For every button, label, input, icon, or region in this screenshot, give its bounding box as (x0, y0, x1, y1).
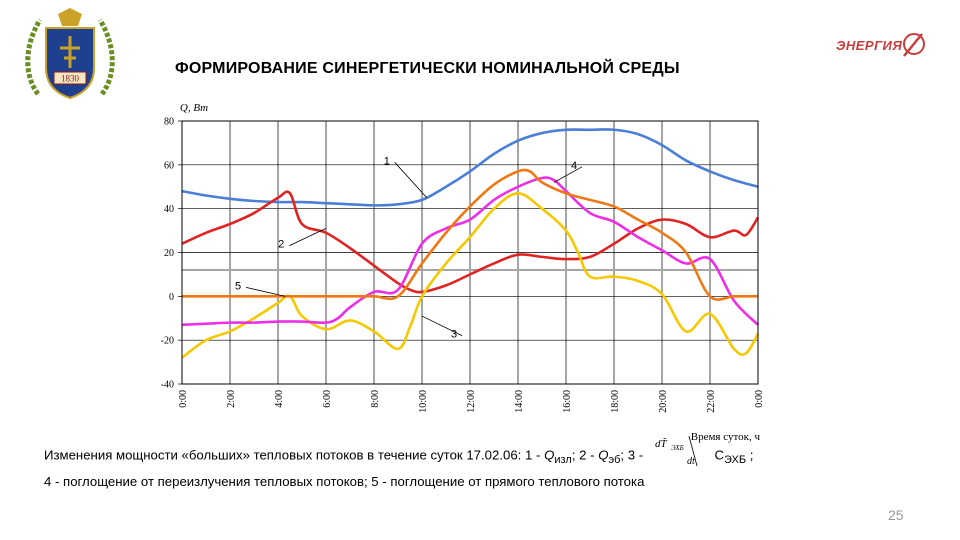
derivative-formula: dT̃ ЭХБ dt (655, 435, 698, 467)
plot-frame (181, 120, 759, 385)
y-tick-label: 40 (164, 204, 174, 215)
y-axis-title: Q, Вт (180, 102, 208, 114)
slide-title: ФОРМИРОВАНИЕ СИНЕРГЕТИЧЕСКИ НОМИНАЛЬНОЙ … (175, 60, 680, 77)
series-line-5 (182, 168, 758, 301)
x-tick-label: 16:00 (562, 390, 573, 413)
caption-q-2: Q (598, 447, 609, 463)
university-crest-logo: 1830 (25, 8, 115, 100)
y-tick-label: 20 (164, 248, 174, 259)
x-tick-label: 6:00 (322, 390, 333, 408)
x-tick-label: 0:00 (754, 390, 765, 408)
annotation-leader-3 (421, 315, 463, 336)
y-tick-label: -20 (161, 336, 174, 347)
caption-sep-2: ; 3 - (620, 447, 644, 463)
x-tick-label: 0:00 (178, 390, 189, 408)
annotation-label-4: 4 (571, 160, 577, 172)
annotation-label-5: 5 (235, 280, 241, 292)
laurel-wreath-icon (25, 18, 115, 96)
annotation-label-2: 2 (278, 239, 284, 251)
x-tick-label: 10:00 (418, 390, 429, 413)
x-tick-label: 8:00 (370, 390, 381, 408)
caption-line1-prefix: Изменения мощности «больших» тепловых по… (44, 447, 545, 463)
caption-sub-izl: изл (554, 454, 572, 467)
chart-annotations: 1 2 3 4 5 (235, 155, 583, 341)
x-axis-title: Время суток, ч (691, 431, 761, 443)
annotation-leader-4 (553, 166, 583, 183)
caption-line-2: 4 - поглощение от переизлучения тепловых… (44, 474, 645, 490)
x-tick-label: 20:00 (658, 390, 669, 413)
caption-c-sub: ЭХБ (723, 454, 747, 467)
annotation-leader-5 (245, 286, 286, 297)
crest-year: 1830 (61, 74, 80, 84)
series-line-4 (181, 176, 759, 327)
annotation-label-3: 3 (451, 329, 457, 341)
chart-series (181, 128, 760, 359)
energia-logo-text: ЭНЕРГИЯ (836, 38, 903, 53)
x-tick-label: 18:00 (610, 390, 621, 413)
y-tick-label: 60 (164, 160, 174, 171)
y-tick-label: 0 (169, 292, 174, 303)
caption-sep-1: ; 2 - (571, 447, 599, 463)
series-line-2 (181, 190, 760, 294)
annotation-leader-1 (394, 162, 428, 198)
annotation-leader-2 (289, 228, 327, 247)
energia-logo: ЭНЕРГИЯ (830, 30, 930, 62)
figure-caption: Изменения мощности «больших» тепловых по… (44, 435, 894, 493)
chart-grid (181, 120, 759, 385)
chart-axes: 0:00 2:00 4:00 6:00 8:00 10:00 12:00 14:00 16:00… (161, 102, 765, 443)
series-line-1 (181, 128, 759, 207)
eagle-icon (58, 8, 82, 26)
rocket-swoosh-icon (903, 33, 925, 57)
caption-q-1: Q (544, 447, 555, 463)
caption-sub-eb: эб (608, 454, 621, 467)
formula-numerator: dT̃ (655, 437, 668, 450)
y-tick-label: 80 (164, 117, 174, 128)
x-tick-label: 22:00 (706, 390, 717, 413)
x-tick-label: 14:00 (514, 390, 525, 413)
caption-end-1: ; (746, 447, 754, 463)
annotation-label-1: 1 (384, 155, 390, 167)
formula-denominator: dt (687, 456, 695, 467)
formula-numerator-sub: ЭХБ (671, 444, 684, 452)
x-tick-label: 12:00 (466, 390, 477, 413)
caption-c: C (714, 447, 724, 463)
x-tick-label: 4:00 (274, 390, 285, 408)
caption-line-1: Изменения мощности «больших» тепловых по… (44, 435, 894, 471)
page-number: 25 (888, 507, 904, 523)
x-tick-label: 2:00 (226, 390, 237, 408)
y-tick-label: -40 (161, 380, 174, 391)
